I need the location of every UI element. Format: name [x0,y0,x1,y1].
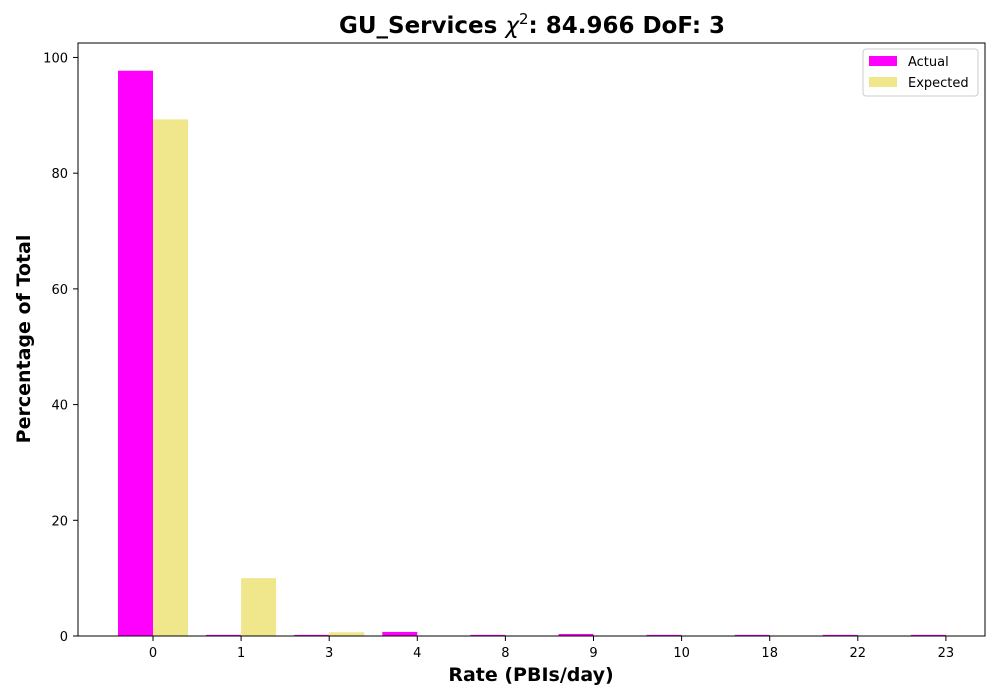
x-tick-label: 18 [761,646,778,661]
x-tick-label: 1 [237,646,245,661]
bars-group [118,70,946,637]
bar-actual-18 [734,634,770,636]
x-tick-label: 10 [673,646,690,661]
plot-frame [77,42,986,637]
legend-swatch-actual [869,56,897,66]
legend-swatch-expected [869,77,897,87]
x-tick-label: 8 [501,646,509,661]
y-tick-label: 100 [43,51,68,66]
bar-actual-10 [646,634,682,636]
legend-label-expected: Expected [908,76,969,91]
x-tick-label: 0 [149,646,157,661]
bar-actual-23 [910,634,946,636]
bar-actual-1 [206,634,242,636]
legend-label-actual: Actual [908,55,949,70]
y-axis-label: Percentage of Total [13,235,35,444]
bar-actual-22 [822,634,858,636]
x-axis-label: Rate (PBIs/day) [448,664,613,686]
y-tick-label: 80 [51,167,68,182]
x-tick-label: 22 [850,646,867,661]
bar-expected-1 [241,578,277,636]
y-tick-label: 20 [51,514,68,529]
bar-actual-3 [294,634,330,636]
bar-actual-9 [558,633,594,636]
y-tick-label: 60 [51,283,68,298]
bar-actual-0 [118,70,153,636]
x-axis-ticks: 0 1 3 4 8 9 10 18 22 23 [149,636,954,661]
bar-actual-4 [382,631,418,636]
x-tick-label: 3 [325,646,333,661]
bar-expected-3 [329,632,365,636]
bar-actual-8 [470,634,506,636]
chart-title: GU_Services χ2: 84.966 DoF: 3 [339,10,725,39]
bar-expected-0 [153,119,188,637]
legend: Actual Expected [862,48,979,97]
x-tick-label: 9 [589,646,597,661]
y-axis-ticks: 0 20 40 60 80 100 [43,51,78,645]
y-tick-label: 0 [60,630,68,645]
y-tick-label: 40 [51,399,68,414]
x-tick-label: 23 [938,646,955,661]
x-tick-label: 4 [413,646,421,661]
